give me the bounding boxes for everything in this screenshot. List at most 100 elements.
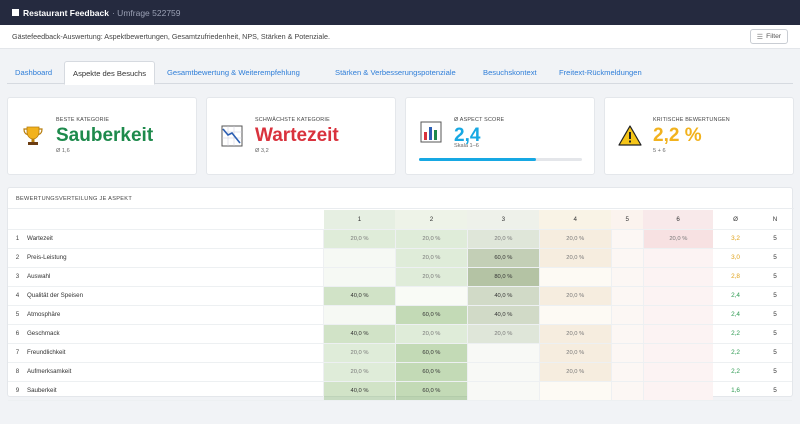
aspect-name: Aufmerksamkeit (26, 362, 324, 382)
rating-cell-2 (394, 286, 468, 306)
aspect-name: Freundlichkeit (26, 343, 324, 363)
kpi-card-score: Ø Aspect Score 2,4 Skala 1–6 (405, 97, 595, 175)
tab-gesamtbewertung[interactable]: Gesamtbewertung & Weiterempfehlung (167, 68, 300, 77)
rating-cell-2: 60,0 % (394, 343, 468, 363)
bar-chart-icon (420, 121, 442, 143)
col-header-n: N (758, 210, 792, 230)
rating-cell-3: 60,0 % (466, 248, 540, 268)
rating-cell-2: 60,0 % (394, 381, 468, 401)
rating-cell-2: 20,0 % (394, 248, 468, 268)
tab-dashboard[interactable]: Dashboard (15, 68, 53, 77)
row-index: 6 (8, 324, 27, 344)
filter-button[interactable]: ☰ Filter (750, 29, 788, 44)
aspect-name: Geschmack (26, 324, 324, 344)
card-value: 2,2 % (653, 125, 702, 146)
col-header-3: 3 (467, 210, 540, 230)
count-value: 5 (758, 362, 792, 382)
tab-besuchskontext[interactable]: Besuchskontext (483, 68, 537, 77)
rating-cell-1: 20,0 % (323, 343, 396, 363)
average-value: 2,2 (713, 362, 758, 382)
tab-freitext[interactable]: Freitext-Rückmeldungen (559, 68, 642, 77)
rating-cell-6 (642, 362, 714, 382)
card-value: Wartezeit (255, 125, 339, 146)
rating-cell-6: 20,0 % (642, 229, 714, 249)
tab-aspekte[interactable]: Aspekte des Besuchs (64, 61, 156, 85)
score-progress-bar (419, 158, 582, 161)
row-index: 7 (8, 343, 27, 363)
col-header-4: 4 (539, 210, 612, 230)
count-value: 5 (758, 248, 792, 268)
rating-cell-2: 20,0 % (394, 267, 468, 287)
row-index: 9 (8, 381, 27, 401)
rating-cell-3: 20,0 % (466, 229, 540, 249)
col-header-1: 1 (323, 210, 396, 230)
filter-label: Filter (766, 33, 782, 40)
average-value: 3,0 (713, 248, 758, 268)
card-sub: 5 + 6 (653, 148, 666, 154)
distribution-table: 1 2 3 4 5 6 Ø N 1 Wartezeit 20,0 % 20,0 % 20… (8, 210, 792, 401)
col-header-6: 6 (643, 210, 714, 230)
card-sub: Ø 3,2 (255, 148, 269, 154)
rating-cell-3: 20,0 % (466, 324, 540, 344)
aspect-name: Qualität der Speisen (26, 286, 324, 306)
rating-cell-1 (323, 305, 396, 325)
rating-cell-4: 20,0 % (538, 324, 612, 344)
rating-cell-1: 40,0 % (323, 381, 396, 401)
tab-staerken[interactable]: Stärken & Verbesserungspotenziale (335, 68, 456, 77)
count-value: 5 (758, 229, 792, 249)
kpi-card-critical: Kritische Bewertungen 2,2 % 5 + 6 (604, 97, 794, 175)
rating-cell-1: 20,0 % (323, 362, 396, 382)
rating-cell-2: 20,0 % (394, 229, 468, 249)
rating-cell-5 (610, 305, 644, 325)
count-value: 5 (758, 324, 792, 344)
count-value: 5 (758, 267, 792, 287)
col-header-5: 5 (611, 210, 644, 230)
app-title: Restaurant Feedback (23, 7, 109, 18)
rating-cell-5 (610, 229, 644, 249)
rating-cell-2: 20,0 % (394, 324, 468, 344)
kpi-card-worst: Schwächste Kategorie Wartezeit Ø 3,2 (206, 97, 396, 175)
row-index: 1 (8, 229, 27, 249)
count-value: 5 (758, 343, 792, 363)
row-index: 4 (8, 286, 27, 306)
aspect-name: Preis-Leistung (26, 248, 324, 268)
rating-cell-3 (466, 381, 540, 401)
aspect-name: Wartezeit (26, 229, 324, 249)
table-row: 3 Auswahl 20,0 % 80,0 % 2,8 5 (8, 267, 792, 287)
rating-cell-5 (610, 248, 644, 268)
table-header-row: 1 2 3 4 5 6 Ø N (8, 210, 792, 230)
app-header: Restaurant Feedback · Umfrage 522759 (0, 0, 800, 25)
rating-cell-6 (642, 248, 714, 268)
table-row: 1 Wartezeit 20,0 % 20,0 % 20,0 % 20,0 % 20,0 %… (8, 229, 792, 249)
average-value: 1,6 (713, 381, 758, 401)
rating-cell-6 (642, 324, 714, 344)
rating-cell-4: 20,0 % (538, 248, 612, 268)
card-value: Sauberkeit (56, 125, 154, 146)
rating-cell-6 (642, 305, 714, 325)
panel-divider (8, 208, 794, 209)
rating-cell-5 (610, 343, 644, 363)
score-progress-fill (419, 158, 537, 161)
rating-cell-4 (538, 305, 612, 325)
panel-title: BEWERTUNGSVERTEILUNG JE ASPEKT (16, 196, 133, 202)
trophy-icon (23, 126, 43, 145)
table-row: 4 Qualität der Speisen 40,0 % 40,0 % 20,0 % 2… (8, 286, 792, 306)
average-value: 2,8 (713, 267, 758, 287)
row-index: 3 (8, 267, 27, 287)
rating-cell-1: 40,0 % (323, 286, 396, 306)
tab-bar: Dashboard Aspekte des Besuchs Gesamtbewe… (7, 61, 793, 85)
rating-cell-2: 60,0 % (394, 362, 468, 382)
col-header-avg: Ø (713, 210, 758, 230)
rating-cell-5 (610, 362, 644, 382)
card-value: 2,4 (454, 125, 481, 146)
aspect-name: Sauberkeit (26, 381, 324, 401)
average-value: 2,2 (713, 324, 758, 344)
row-index: 5 (8, 305, 27, 325)
rating-cell-1: 40,0 % (323, 324, 396, 344)
rating-cell-5 (610, 381, 644, 401)
card-label: Beste Kategorie (56, 117, 110, 123)
rating-cell-3: 40,0 % (466, 305, 540, 325)
app-logo-icon (12, 9, 19, 16)
card-label: Schwächste Kategorie (255, 117, 330, 123)
rating-cell-5 (610, 286, 644, 306)
